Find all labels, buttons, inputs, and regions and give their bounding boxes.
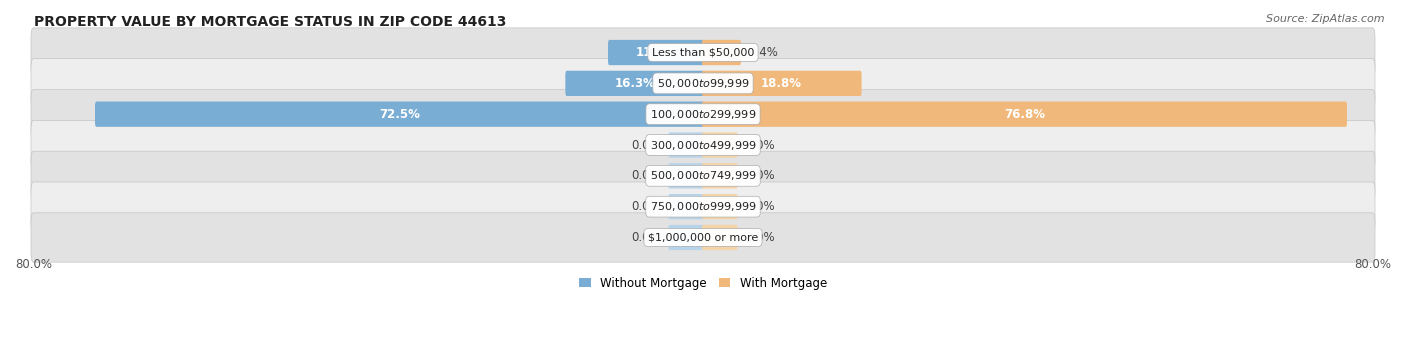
Text: 0.0%: 0.0% [745, 200, 775, 213]
Text: 72.5%: 72.5% [380, 108, 420, 121]
Text: Less than $50,000: Less than $50,000 [652, 48, 754, 57]
Text: 76.8%: 76.8% [1004, 108, 1045, 121]
FancyBboxPatch shape [668, 163, 704, 188]
Text: 0.0%: 0.0% [745, 138, 775, 152]
FancyBboxPatch shape [702, 163, 738, 188]
FancyBboxPatch shape [668, 194, 704, 219]
FancyBboxPatch shape [96, 102, 704, 127]
Text: 0.0%: 0.0% [631, 169, 661, 182]
Text: 0.0%: 0.0% [631, 200, 661, 213]
FancyBboxPatch shape [607, 40, 704, 65]
Text: $750,000 to $999,999: $750,000 to $999,999 [650, 200, 756, 213]
FancyBboxPatch shape [31, 120, 1375, 170]
FancyBboxPatch shape [702, 194, 738, 219]
FancyBboxPatch shape [702, 102, 1347, 127]
FancyBboxPatch shape [31, 182, 1375, 231]
Text: $300,000 to $499,999: $300,000 to $499,999 [650, 138, 756, 152]
FancyBboxPatch shape [31, 59, 1375, 108]
Text: 0.0%: 0.0% [631, 231, 661, 244]
FancyBboxPatch shape [668, 225, 704, 250]
Text: 16.3%: 16.3% [614, 77, 655, 90]
Text: Source: ZipAtlas.com: Source: ZipAtlas.com [1267, 14, 1385, 23]
FancyBboxPatch shape [702, 71, 862, 96]
FancyBboxPatch shape [668, 132, 704, 158]
FancyBboxPatch shape [31, 151, 1375, 201]
FancyBboxPatch shape [702, 40, 741, 65]
FancyBboxPatch shape [702, 225, 738, 250]
Text: $50,000 to $99,999: $50,000 to $99,999 [657, 77, 749, 90]
Text: PROPERTY VALUE BY MORTGAGE STATUS IN ZIP CODE 44613: PROPERTY VALUE BY MORTGAGE STATUS IN ZIP… [34, 15, 506, 29]
Text: 0.0%: 0.0% [631, 138, 661, 152]
Text: 0.0%: 0.0% [745, 231, 775, 244]
Text: 0.0%: 0.0% [745, 169, 775, 182]
Text: $500,000 to $749,999: $500,000 to $749,999 [650, 169, 756, 182]
Text: 11.2%: 11.2% [636, 46, 676, 59]
Text: 18.8%: 18.8% [761, 77, 803, 90]
FancyBboxPatch shape [565, 71, 704, 96]
Text: $1,000,000 or more: $1,000,000 or more [648, 233, 758, 242]
Text: $100,000 to $299,999: $100,000 to $299,999 [650, 108, 756, 121]
FancyBboxPatch shape [31, 28, 1375, 77]
FancyBboxPatch shape [702, 132, 738, 158]
FancyBboxPatch shape [31, 89, 1375, 139]
Legend: Without Mortgage, With Mortgage: Without Mortgage, With Mortgage [574, 272, 832, 294]
Text: 4.4%: 4.4% [748, 46, 778, 59]
FancyBboxPatch shape [31, 213, 1375, 262]
